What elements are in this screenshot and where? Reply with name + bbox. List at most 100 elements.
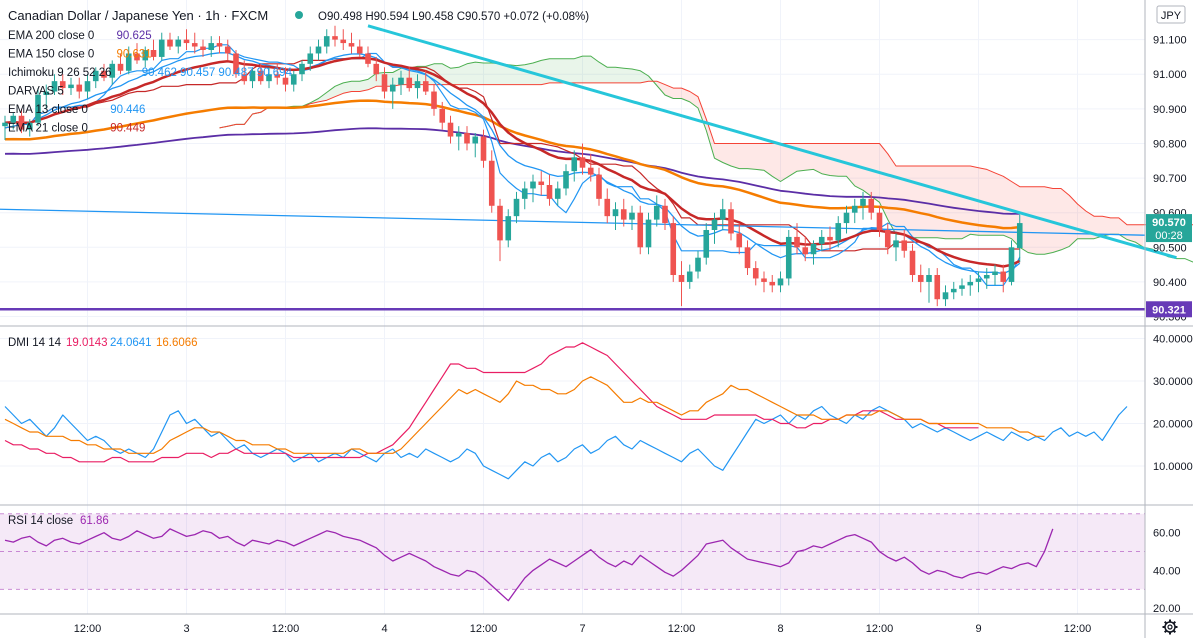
candle-body — [571, 157, 577, 171]
rsi-title: RSI 14 close — [8, 515, 73, 527]
candle-body — [613, 209, 619, 216]
candle-body — [76, 85, 82, 92]
candle-body — [951, 289, 957, 292]
dmi-tick-label: 20.0000 — [1153, 419, 1193, 431]
candle-body — [835, 223, 841, 240]
candle-body — [332, 36, 338, 39]
candle-body — [984, 275, 990, 278]
candle-body — [357, 47, 363, 54]
candle-body — [382, 74, 388, 91]
time-tick-label: 4 — [381, 623, 387, 635]
candle-body — [555, 188, 561, 198]
candle-body — [580, 157, 586, 167]
candle-body — [769, 282, 775, 285]
rsi-tick-label: 40.00 — [1153, 565, 1181, 577]
price-tick-label: 90.400 — [1153, 277, 1187, 289]
bar-countdown: 00:28 — [1155, 230, 1183, 242]
dmi-tick-label: 10.0000 — [1153, 461, 1193, 473]
candle-body — [489, 161, 495, 206]
candle-body — [720, 209, 726, 219]
time-tick-label: 12:00 — [74, 623, 102, 635]
candle-body — [679, 275, 685, 282]
currency-badge[interactable]: JPY — [1157, 6, 1185, 23]
symbol-title[interactable]: Canadian Dollar / Japanese Yen · 1h · FX… — [8, 8, 268, 23]
rsi-tick-label: 60.00 — [1153, 528, 1181, 540]
candle[interactable] — [637, 206, 643, 254]
candle-body — [85, 81, 91, 91]
candle-body — [976, 278, 982, 281]
legend-label[interactable]: EMA 13 close 0 — [8, 104, 88, 116]
rsi-legend: RSI 14 close 61.86 — [8, 515, 109, 527]
legend-label[interactable]: EMA 21 close 0 — [8, 123, 88, 135]
candle-body — [522, 188, 528, 198]
dmi-title: DMI 14 14 — [8, 337, 62, 349]
candle-body — [373, 64, 379, 74]
time-tick-label: 12:00 — [470, 623, 498, 635]
time-tick-label: 3 — [183, 623, 189, 635]
price-tick-label: 91.100 — [1153, 35, 1187, 47]
dmi-tick-label: 30.0000 — [1153, 376, 1193, 388]
candle-body — [827, 237, 833, 240]
time-tick-label: 7 — [579, 623, 585, 635]
candle-body — [753, 268, 759, 278]
legend-label[interactable]: Ichimoku 9 26 52 26 — [8, 67, 112, 79]
candle-body — [926, 275, 932, 282]
time-tick-label: 12:00 — [866, 623, 894, 635]
legend-label[interactable]: DARVAS 5 — [8, 86, 64, 98]
time-tick-label: 12:00 — [1064, 623, 1092, 635]
candle-body — [200, 47, 206, 50]
candle-body — [406, 78, 412, 88]
candle-body — [654, 206, 660, 220]
candle-body — [431, 92, 437, 109]
candle-body — [547, 185, 553, 199]
candle-body — [868, 199, 874, 213]
candle-body — [365, 53, 371, 63]
candle-body — [1000, 272, 1006, 282]
ohlc-readout: O90.498 H90.594 L90.458 C90.570 +0.072 (… — [318, 11, 589, 23]
legend-value: 90.631 — [117, 49, 152, 61]
candle-body — [299, 64, 305, 74]
candle-body — [811, 244, 817, 254]
candle-body — [340, 40, 346, 43]
candle-body — [316, 47, 322, 54]
candle-body — [464, 133, 470, 143]
dmi-value-3: 16.6066 — [156, 337, 198, 349]
candle-body — [563, 171, 569, 188]
candle-body — [992, 272, 998, 275]
candle-body — [415, 81, 421, 88]
candle-body — [184, 40, 190, 43]
candle-body — [736, 233, 742, 247]
candle-body — [728, 209, 734, 233]
candle-body — [505, 216, 511, 240]
candle-body — [885, 230, 891, 247]
candle-body — [943, 292, 949, 299]
candle-body — [637, 213, 643, 248]
candle-body — [448, 123, 454, 137]
candle-body — [159, 40, 165, 57]
rsi-value: 61.86 — [80, 515, 109, 527]
candle-body — [423, 81, 429, 91]
time-tick-label: 12:00 — [668, 623, 696, 635]
candle-body — [687, 272, 693, 282]
price-tick-label: 90.900 — [1153, 104, 1187, 116]
candle-body — [910, 251, 916, 275]
candle[interactable] — [670, 216, 676, 282]
candle-body — [778, 278, 784, 285]
candle-body — [844, 213, 850, 223]
candle-body — [877, 213, 883, 230]
candle-body — [695, 258, 701, 272]
legend-label[interactable]: EMA 200 close 0 — [8, 30, 94, 42]
time-tick-label: 9 — [975, 623, 981, 635]
candle[interactable] — [786, 230, 792, 285]
candle-body — [2, 123, 8, 126]
candle-body — [621, 209, 627, 219]
dmi-tick-label: 40.0000 — [1153, 334, 1193, 346]
legend-value: 90.625 — [117, 30, 152, 42]
candle-body — [670, 223, 676, 275]
candle-body — [794, 237, 800, 247]
legend-label[interactable]: EMA 150 close 0 — [8, 49, 94, 61]
candle-body — [456, 133, 462, 136]
candle-body — [761, 278, 767, 281]
rsi-tick-label: 20.00 — [1153, 603, 1181, 615]
candle-body — [852, 206, 858, 213]
